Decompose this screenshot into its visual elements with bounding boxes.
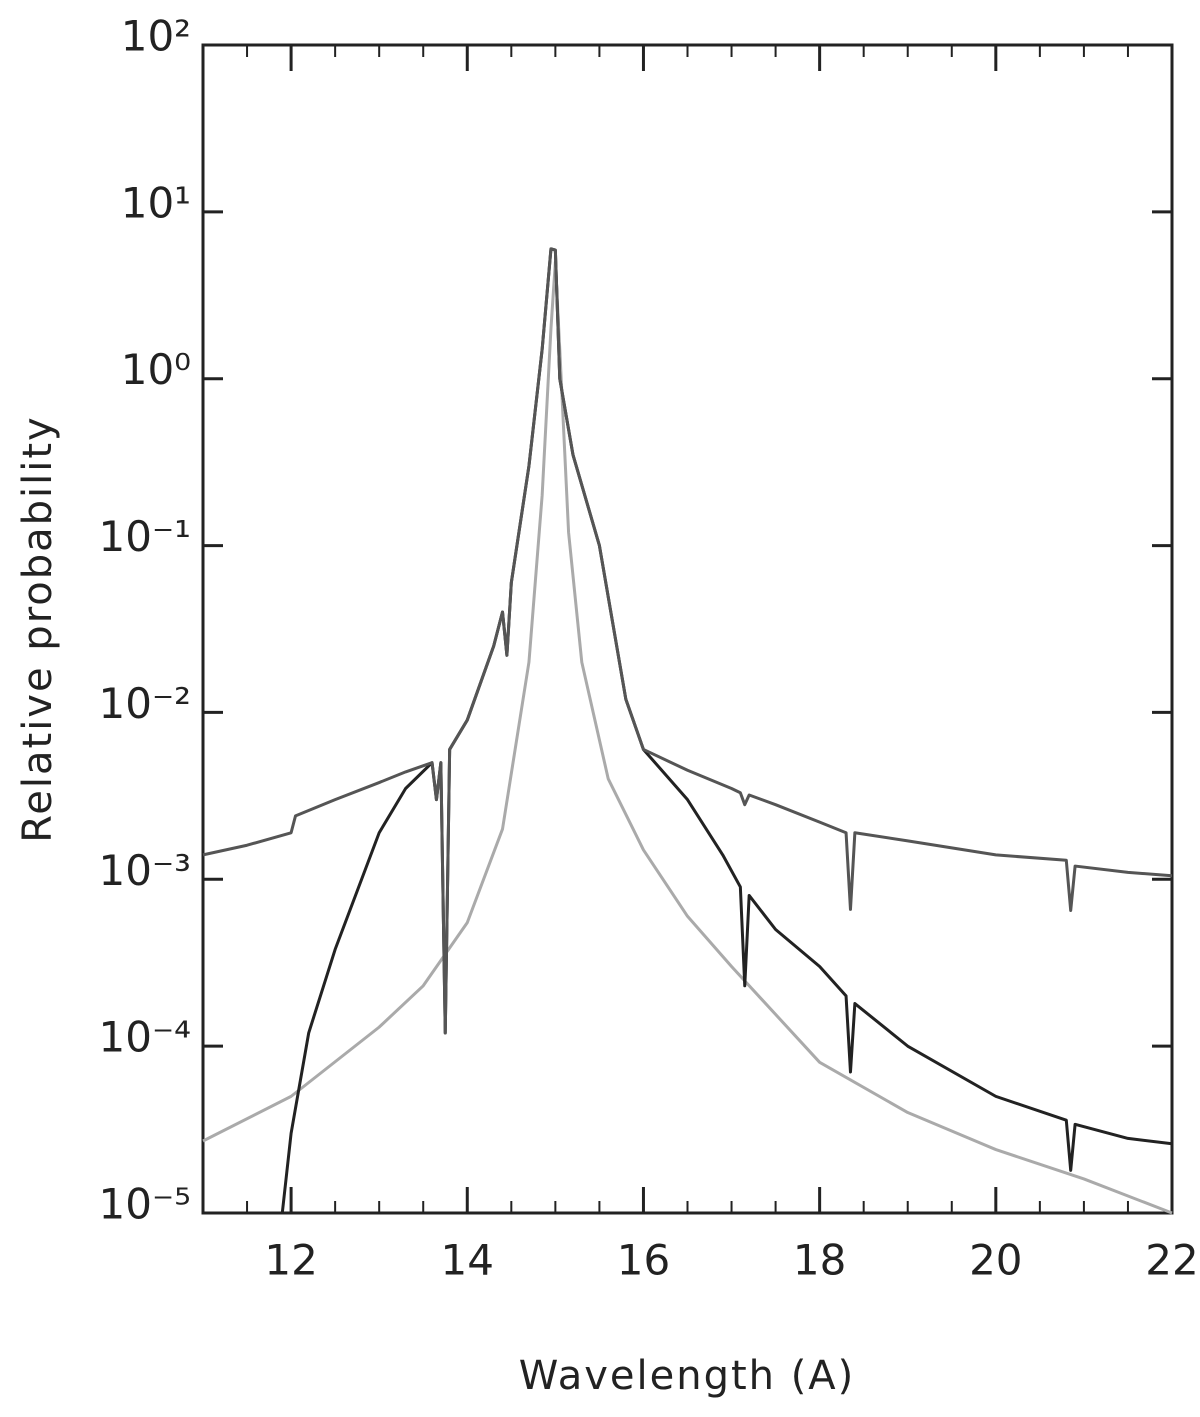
y-axis-title: Relative probability <box>15 415 61 842</box>
y-tick-label: 10⁻² <box>99 679 191 728</box>
x-axis-title: Wavelength (A) <box>519 1353 856 1399</box>
y-tick-label: 10² <box>121 12 191 61</box>
x-tick-label: 18 <box>793 1236 846 1285</box>
y-tick-label: 10⁰ <box>121 345 191 394</box>
y-tick-label: 10⁻¹ <box>99 512 191 561</box>
x-tick-label: 14 <box>441 1236 494 1285</box>
series-line <box>202 260 1173 1215</box>
x-tick-label: 20 <box>969 1236 1022 1285</box>
series-line <box>280 247 1173 1214</box>
y-tick-label: 10⁻³ <box>99 846 191 895</box>
series-line <box>202 247 1173 1035</box>
y-tick-label: 10¹ <box>121 178 191 227</box>
y-tick-label: 10⁻⁴ <box>99 1013 191 1062</box>
plot-frame <box>201 43 1174 1215</box>
x-tick-label: 16 <box>617 1236 670 1285</box>
x-tick-label: 12 <box>264 1236 317 1285</box>
x-tick-label: 22 <box>1145 1236 1198 1285</box>
y-tick-label: 10⁻⁵ <box>99 1180 191 1229</box>
